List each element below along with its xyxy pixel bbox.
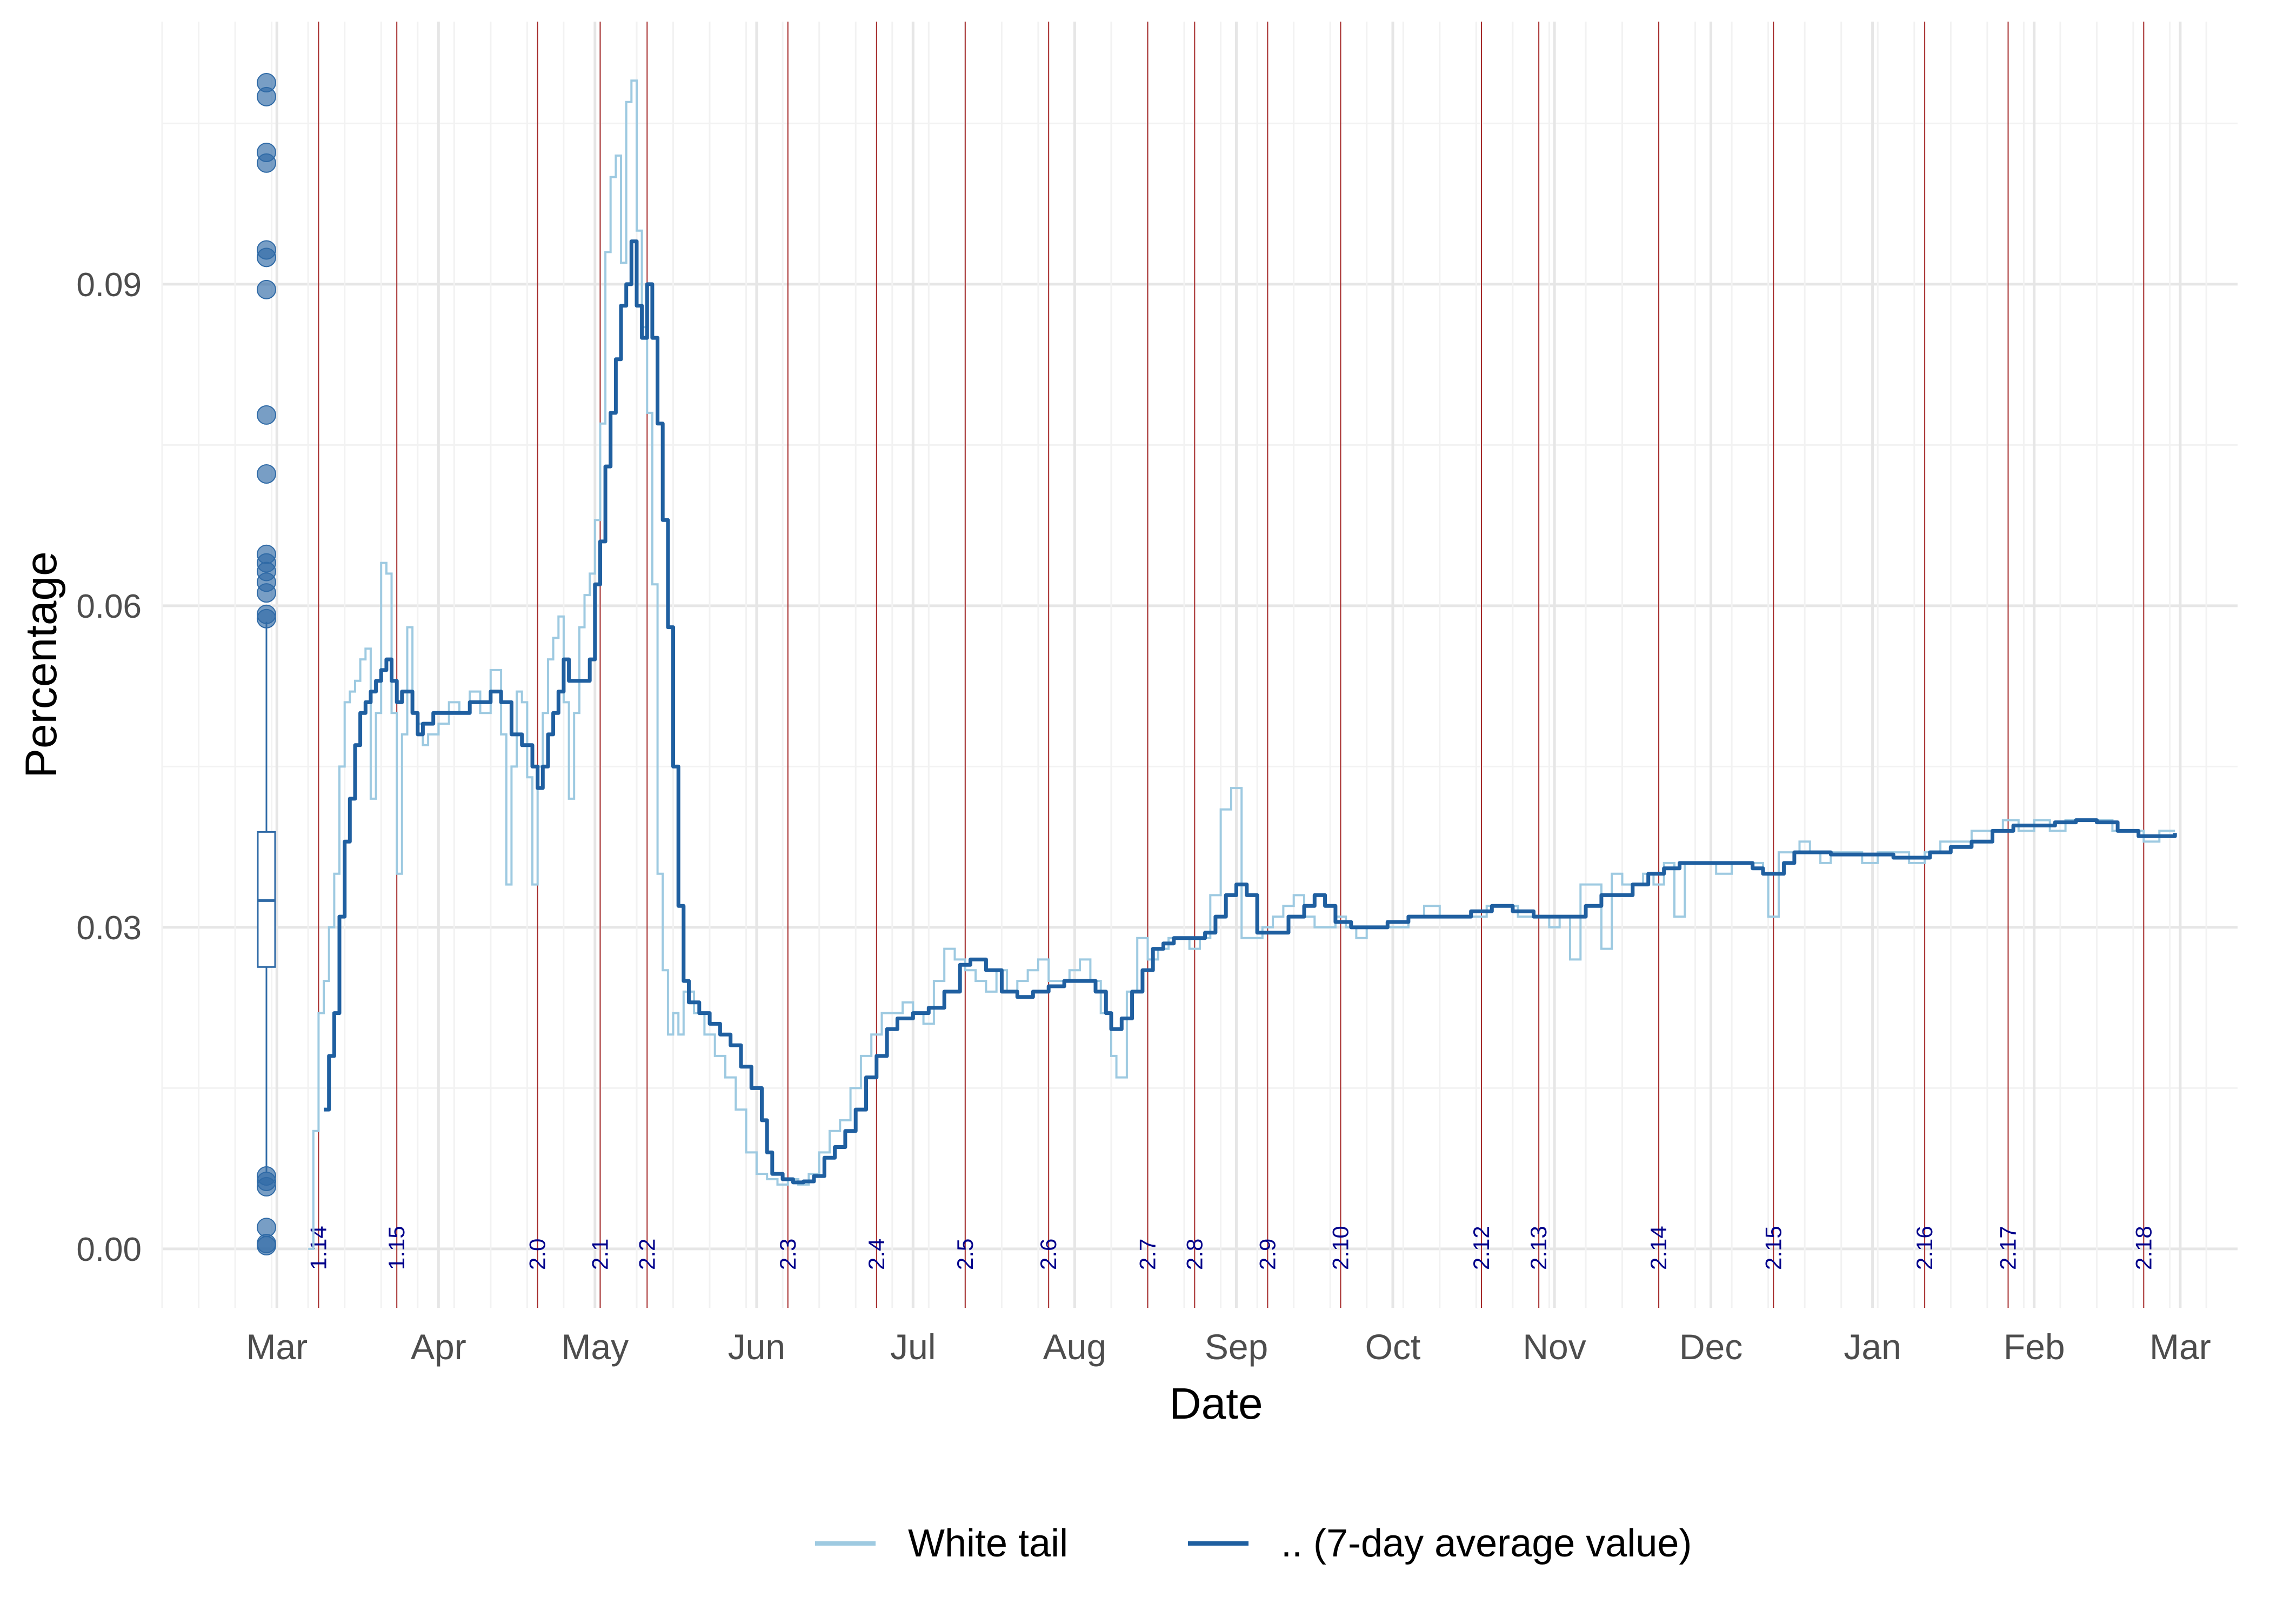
x-tick-label: Dec [1679,1327,1742,1367]
boxplot-outlier [256,464,276,484]
y-axis-title: Percentage [17,551,66,778]
boxplot-outlier [256,609,276,629]
release-label: 2.17 [1995,1226,2020,1270]
release-label: 2.6 [1036,1239,1061,1270]
release-label: 2.1 [587,1239,612,1270]
boxplot-outlier [256,279,276,299]
release-label: 2.9 [1254,1239,1280,1270]
release-label: 2.0 [525,1239,550,1270]
distribution-boxplot [256,73,276,1255]
y-tick-label: 0.00 [76,1231,142,1268]
release-label: 2.14 [1646,1226,1671,1270]
release-label: 2.2 [634,1239,659,1270]
x-axis-ticks: Mar Apr May Jun Jul Aug Sep Oct Nov Dec Jan Feb Mar [246,1327,2211,1367]
release-label: 2.5 [952,1239,978,1270]
x-tick-label: Aug [1043,1327,1106,1367]
release-label: 2.10 [1328,1226,1353,1270]
y-axis-ticks: 0.00 0.03 0.06 0.09 [76,266,142,1268]
boxplot-outlier [256,86,276,106]
x-axis-title: Date [1169,1379,1263,1428]
x-tick-label: Nov [1523,1327,1586,1367]
release-label: 2.13 [1526,1226,1551,1270]
x-tick-label: Sep [1205,1327,1268,1367]
grid [161,22,2238,1308]
boxplot-outlier [256,1235,276,1255]
boxplot-outlier [256,405,276,425]
release-label: 2.18 [2131,1226,2156,1270]
boxplot-outlier [256,1177,276,1197]
x-tick-label: Mar [2149,1327,2211,1367]
boxplot-outlier [256,583,276,603]
series-line-7-day-average [324,239,2177,1185]
x-tick-label: Apr [411,1327,466,1367]
legend-label-avg: .. (7-day average value) [1281,1522,1692,1565]
release-label: 2.8 [1181,1239,1207,1270]
release-label: 2.15 [1760,1226,1786,1270]
release-label: 2.4 [864,1239,889,1270]
legend: White tail .. (7-day average value) [815,1522,1692,1565]
y-tick-label: 0.06 [76,588,142,625]
release-label: 2.12 [1468,1226,1494,1270]
release-label: 2.7 [1135,1239,1160,1270]
x-tick-label: May [561,1327,629,1367]
release-label: 2.16 [1912,1226,1937,1270]
release-label: 1.15 [384,1226,409,1270]
x-tick-label: Jul [890,1327,936,1367]
y-tick-label: 0.09 [76,266,142,304]
boxplot-outlier [256,153,276,173]
series-lines [308,79,2177,1250]
release-markers: 1.14 1.15 2.0 2.1 2.2 2.3 2.4 2.5 2.6 2.7 2.8 2.9 2.… [305,22,2156,1308]
legend-label-white-tail: White tail [908,1522,1068,1565]
release-label: 2.3 [775,1239,800,1270]
x-tick-label: Jan [1844,1327,1901,1367]
x-tick-label: Jun [728,1327,785,1367]
x-tick-label: Mar [246,1327,308,1367]
x-tick-label: Oct [1365,1327,1421,1367]
boxplot-outlier [256,248,276,268]
y-tick-label: 0.03 [76,910,142,947]
x-tick-label: Feb [2004,1327,2065,1367]
